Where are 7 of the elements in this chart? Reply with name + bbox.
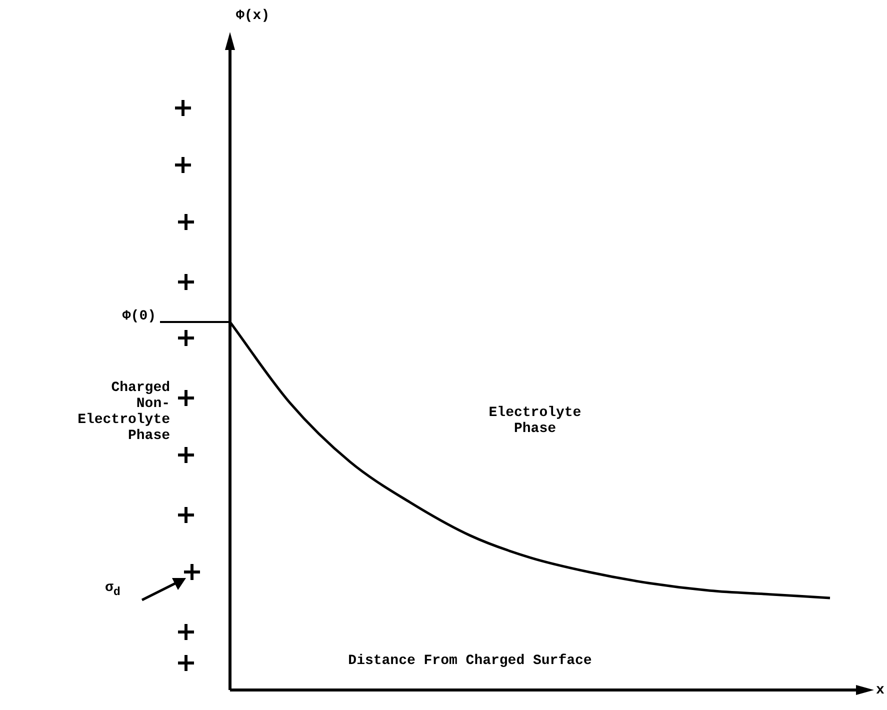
text: σ$_{d}$ xyxy=(105,580,122,599)
ref-line-label: Φ(0) xyxy=(122,308,156,325)
text: Charged Non- Electrolyte Phase xyxy=(76,380,170,444)
annotation: Electrolyte Phase xyxy=(488,405,582,437)
annotation: Distance From Charged Surface xyxy=(347,653,593,669)
text: Φ(x) xyxy=(236,8,271,24)
x-axis-title: x xyxy=(876,682,885,699)
